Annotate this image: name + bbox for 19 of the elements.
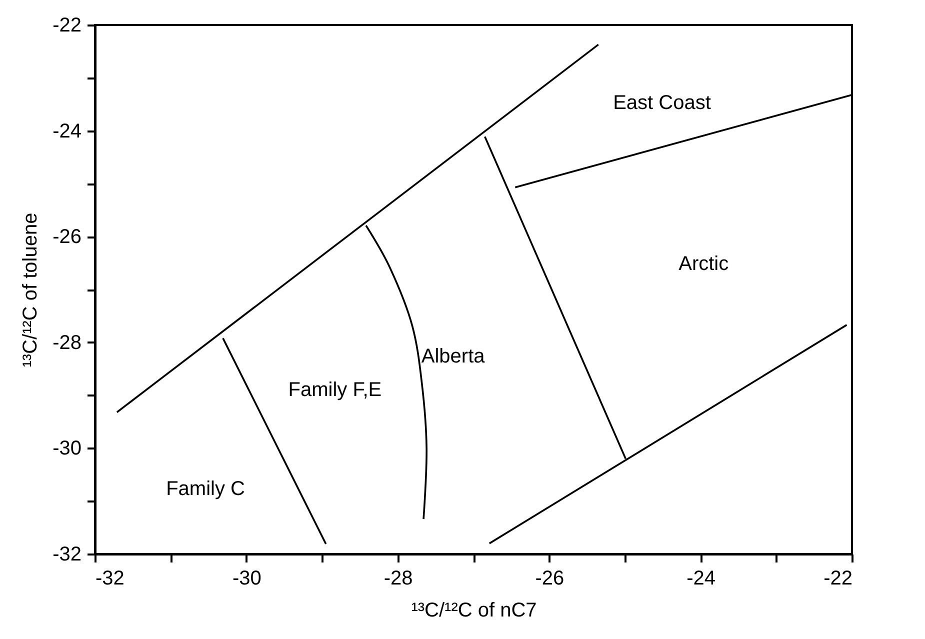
y-tick-label: -24 (52, 120, 82, 142)
annotation: Family F,E (288, 379, 382, 402)
annotation: East Coast (613, 92, 712, 114)
y-tick-label: -30 (52, 438, 82, 460)
y-tick-label: -26 (52, 226, 82, 248)
x-tick-label: -22 (824, 568, 852, 590)
y-tick-label: -22 (52, 14, 82, 36)
y-axis-title: ¹³C/¹²C of toluene (20, 212, 42, 368)
x-tick-label: -32 (96, 568, 124, 590)
y-tick-label: -28 (52, 332, 82, 354)
y-tick-label: -32 (52, 544, 82, 566)
x-tick-label: -28 (384, 568, 413, 590)
x-tick-label: -24 (686, 568, 716, 590)
x-tick-label: -30 (232, 568, 262, 590)
x-axis-title: ¹³C/¹²C of nC7 (411, 600, 537, 622)
annotation: Arctic (678, 253, 729, 276)
annotation: Alberta (421, 346, 486, 368)
x-tick-label: -26 (535, 568, 564, 590)
annotation: Family C (166, 478, 245, 500)
